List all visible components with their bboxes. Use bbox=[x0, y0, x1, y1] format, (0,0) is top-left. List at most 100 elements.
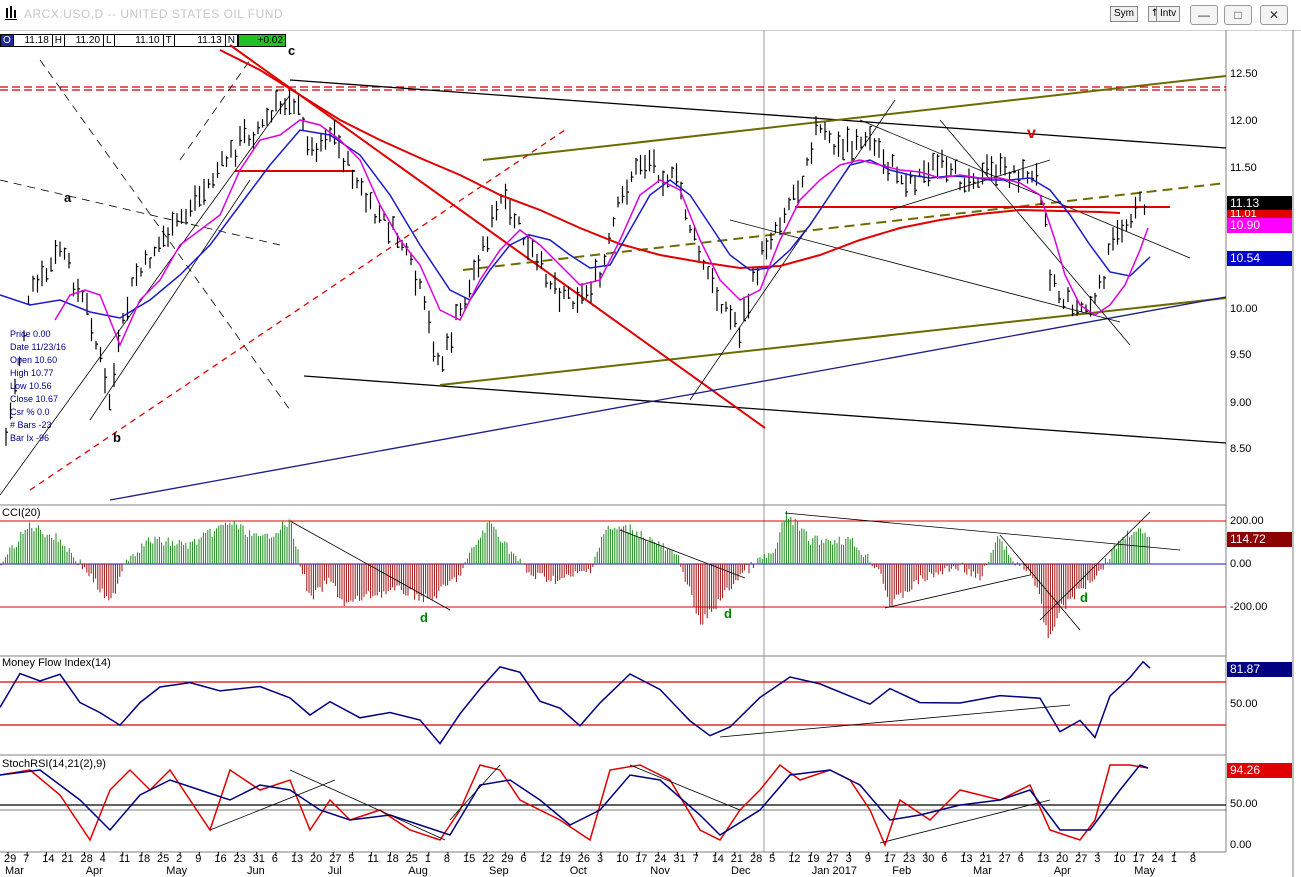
x-axis-day-label: 6 bbox=[520, 853, 527, 865]
x-axis-day-label: 1 bbox=[424, 853, 431, 865]
x-axis-day-label: 29 bbox=[501, 853, 514, 865]
x-axis-day-label: 21 bbox=[61, 853, 74, 865]
x-axis-day-label: 17 bbox=[635, 853, 648, 865]
window-titlebar: ARCX:USO,D -- UNITED STATES OIL FUND Sym… bbox=[0, 0, 1301, 31]
x-axis-day-label: 10 bbox=[616, 853, 629, 865]
x-axis-day-label: 5 bbox=[348, 853, 355, 865]
x-axis-day-label: 18 bbox=[137, 853, 151, 865]
x-axis-month-label: Feb bbox=[892, 865, 912, 877]
x-axis-day-label: 31 bbox=[252, 853, 265, 865]
intv-button[interactable]: Intv bbox=[1156, 6, 1181, 22]
x-axis-day-label: 6 bbox=[271, 853, 278, 865]
x-axis-month-label: Jun bbox=[247, 865, 265, 877]
x-axis-day-label: 9 bbox=[864, 853, 871, 865]
cci-value-label: 114.72 bbox=[1227, 532, 1292, 547]
x-axis-day-label: 18 bbox=[386, 853, 399, 865]
x-axis-day-label: 27 bbox=[998, 853, 1011, 865]
price-axis-900: 9.00 bbox=[1230, 397, 1252, 409]
ma-blue-line bbox=[0, 129, 1151, 319]
x-axis-month-label: Aug bbox=[408, 865, 428, 877]
x-axis-day-label: 3 bbox=[596, 853, 604, 865]
stochrsi-axis-50: 50.00 bbox=[1230, 798, 1258, 810]
x-axis-day-label: 22 bbox=[482, 853, 495, 865]
divergence-label-d1: d bbox=[420, 610, 428, 625]
x-axis-day-label: 8 bbox=[1189, 853, 1197, 865]
sym-button[interactable]: Sym bbox=[1110, 6, 1138, 22]
x-axis-day-label: 11 bbox=[118, 853, 131, 865]
price-axis-850: 8.50 bbox=[1230, 443, 1252, 455]
x-axis-day-label: 26 bbox=[577, 853, 591, 865]
close-icon[interactable]: ✕ bbox=[1260, 5, 1288, 25]
mfi-title: Money Flow Index(14) bbox=[2, 657, 111, 669]
ma-red-label: 11.01 bbox=[1227, 210, 1292, 218]
x-axis-day-label: 20 bbox=[1056, 853, 1069, 865]
x-axis-month-label: Jan 2017 bbox=[811, 865, 857, 877]
x-axis-day-label: 27 bbox=[329, 853, 342, 865]
x-axis-day-label: 20 bbox=[310, 853, 323, 865]
info-row: Open 10.60 bbox=[10, 355, 58, 365]
cci-axis-200: 200.00 bbox=[1230, 515, 1264, 527]
cci-axis-minus200: -200.00 bbox=[1230, 601, 1268, 613]
x-axis-day-label: 29 bbox=[4, 853, 17, 865]
stochrsi-value-label: 94.26 bbox=[1227, 763, 1292, 778]
x-axis-day-label: 28 bbox=[750, 853, 763, 865]
minimize-icon[interactable]: — bbox=[1190, 5, 1218, 25]
info-row: Csr % 0.0 bbox=[10, 407, 50, 417]
maximize-icon[interactable]: □ bbox=[1224, 5, 1252, 25]
ma-blue-label: 10.54 bbox=[1227, 251, 1292, 266]
x-axis-day-label: 2 bbox=[176, 853, 183, 865]
info-row: Date 11/23/16 bbox=[10, 342, 66, 352]
x-axis-day-label: 11 bbox=[367, 853, 379, 865]
cursor-info-panel: Price 0.00 Date 11/23/16 Open 10.60 High… bbox=[10, 328, 66, 445]
ohlc-high-label: H bbox=[51, 34, 66, 47]
x-axis-month-label: Oct bbox=[569, 865, 587, 877]
x-axis-month-label: Apr bbox=[85, 865, 103, 877]
x-axis-month-label: Mar bbox=[973, 865, 992, 877]
price-axis-1150: 11.50 bbox=[1230, 162, 1257, 174]
cci-histogram bbox=[0, 510, 1150, 639]
x-axis-day-label: 10 bbox=[1113, 853, 1126, 865]
ohlc-low-label: L bbox=[103, 34, 115, 47]
x-axis-day-label: 21 bbox=[979, 853, 992, 865]
info-row: Close 10.67 bbox=[10, 394, 59, 404]
x-axis-day-label: 21 bbox=[730, 853, 744, 865]
divergence-label-d3: d bbox=[1080, 590, 1088, 605]
ohlc-last-label: T bbox=[162, 34, 175, 47]
x-axis-month-label: Apr bbox=[1053, 865, 1071, 877]
x-axis-day-label: 14 bbox=[711, 853, 724, 865]
x-axis-day-label: 31 bbox=[673, 853, 686, 865]
ma-magenta-label: 10.90 bbox=[1227, 218, 1292, 233]
x-axis-day-label: 1 bbox=[1170, 853, 1177, 865]
x-axis-day-label: 7 bbox=[692, 853, 699, 865]
info-row: High 10.77 bbox=[10, 368, 54, 378]
x-axis-day-label: 19 bbox=[807, 853, 820, 865]
x-axis-day-label: 27 bbox=[826, 853, 839, 865]
price-axis-1000: 10.00 bbox=[1230, 303, 1258, 315]
x-axis-month-label: May bbox=[166, 865, 188, 877]
x-axis-day-label: 17 bbox=[883, 853, 897, 865]
cci-axis-0: 0.00 bbox=[1230, 558, 1252, 570]
x-axis-day-label: 7 bbox=[23, 853, 30, 865]
ohlc-readout: O 11.18 H 11.20 L 11.10 T 11.13 N +0.02 bbox=[0, 34, 286, 47]
x-axis-day-label: 25 bbox=[405, 853, 418, 865]
x-axis-day-label: 6 bbox=[1017, 853, 1024, 865]
x-axis-day-label: 17 bbox=[1132, 853, 1145, 865]
price-axis-1200: 12.00 bbox=[1230, 115, 1258, 127]
mfi-value-label: 81.87 bbox=[1227, 662, 1292, 677]
x-axis-day-label: 4 bbox=[99, 853, 106, 865]
info-row: # Bars -23 bbox=[10, 420, 52, 430]
x-axis-day-label: 12 bbox=[539, 853, 552, 865]
stochrsi-k-line bbox=[0, 763, 1149, 848]
x-axis-month-label: May bbox=[1134, 865, 1156, 877]
x-axis-day-label: 14 bbox=[42, 853, 55, 865]
stochrsi-title: StochRSI(14,21(2),9) bbox=[2, 758, 106, 770]
price-axis-1250: 12.50 bbox=[1230, 68, 1258, 80]
mfi-line bbox=[0, 660, 1151, 745]
x-axis-day-label: 6 bbox=[941, 853, 948, 865]
x-axis-day-label: 8 bbox=[443, 853, 451, 865]
ma-red-line bbox=[219, 49, 1121, 270]
price-bars bbox=[5, 89, 1147, 446]
mfi-axis-50: 50.00 bbox=[1230, 698, 1258, 710]
x-axis-day-label: 13 bbox=[1036, 853, 1050, 865]
